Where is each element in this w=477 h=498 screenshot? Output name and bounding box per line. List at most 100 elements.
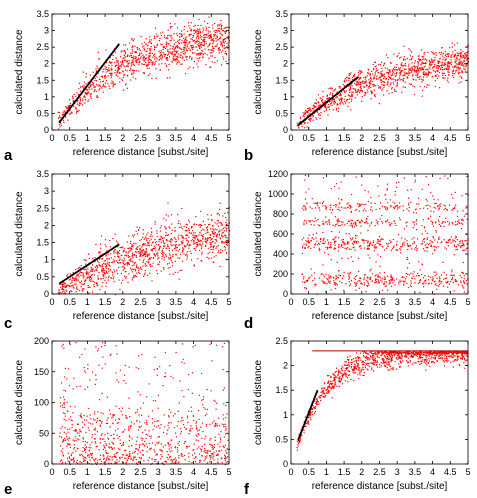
data-point (423, 58, 425, 60)
data-point (65, 286, 67, 288)
data-point (324, 100, 326, 102)
data-point (172, 273, 174, 275)
data-point (342, 246, 344, 249)
data-point (373, 84, 376, 86)
data-point (217, 220, 219, 222)
data-point (175, 238, 177, 241)
data-point (208, 450, 210, 452)
data-point (228, 207, 231, 209)
data-point (138, 70, 140, 72)
data-point (389, 223, 392, 225)
data-point (378, 103, 380, 105)
data-point (428, 275, 430, 277)
data-point (104, 68, 106, 70)
data-point (406, 256, 408, 258)
data-point (147, 237, 149, 239)
data-point (318, 207, 320, 209)
data-point (304, 127, 306, 129)
data-point (111, 61, 113, 63)
data-point (211, 39, 214, 41)
data-point (427, 183, 430, 186)
data-point (199, 249, 201, 252)
data-point (303, 220, 305, 222)
data-point (200, 53, 202, 56)
data-point (355, 224, 358, 227)
data-point (213, 444, 216, 446)
data-point (359, 81, 361, 83)
data-point (314, 106, 316, 109)
data-point (312, 107, 315, 109)
data-point (412, 75, 414, 77)
data-point (373, 67, 375, 69)
data-point (314, 285, 316, 287)
data-point (144, 250, 146, 253)
data-point (332, 276, 335, 278)
data-point (98, 272, 100, 274)
data-point (353, 88, 355, 90)
data-point (87, 285, 89, 287)
data-point (224, 226, 226, 228)
data-point (400, 56, 402, 58)
data-point (220, 439, 222, 441)
data-point (76, 288, 79, 290)
data-point (330, 247, 332, 249)
data-point (337, 110, 339, 113)
data-point (71, 285, 73, 287)
data-point (150, 46, 152, 48)
data-point (98, 262, 100, 264)
data-point (170, 260, 173, 262)
data-point (176, 52, 178, 54)
data-point (166, 36, 168, 39)
data-point (97, 51, 99, 53)
data-point (100, 278, 102, 280)
data-point (322, 177, 324, 179)
data-point (359, 245, 361, 247)
data-point (161, 63, 163, 65)
data-point (181, 39, 183, 41)
data-point (347, 243, 349, 245)
data-point (351, 94, 353, 96)
data-point (221, 24, 223, 26)
data-point (322, 99, 324, 101)
data-point (365, 210, 367, 212)
data-point (438, 66, 440, 68)
data-point (165, 228, 167, 230)
data-point (319, 97, 321, 99)
data-point (332, 90, 334, 92)
data-point (342, 221, 344, 223)
data-point (214, 436, 216, 438)
data-point (186, 239, 188, 241)
data-point (186, 30, 189, 32)
data-point (458, 245, 460, 247)
data-point (374, 94, 376, 96)
data-point (381, 238, 383, 240)
data-point (208, 257, 210, 260)
data-point (127, 261, 129, 264)
data-point (129, 427, 131, 429)
data-point (411, 51, 413, 53)
data-point (451, 72, 454, 74)
data-point (163, 217, 165, 220)
data-point (347, 257, 349, 259)
data-point (212, 228, 214, 230)
data-point (83, 87, 85, 89)
data-point (194, 52, 196, 54)
data-point (398, 68, 400, 70)
data-point (338, 231, 340, 233)
data-point (319, 225, 321, 227)
data-point (328, 281, 330, 283)
data-point (366, 89, 368, 91)
data-point (466, 247, 468, 249)
data-point (376, 78, 378, 80)
data-point (317, 205, 319, 207)
data-point (142, 253, 144, 256)
data-point (92, 280, 94, 283)
data-point (177, 420, 179, 423)
data-point (398, 283, 400, 285)
data-point (164, 444, 166, 446)
data-point (373, 245, 375, 247)
y-tick-label: 3.5 (36, 169, 49, 179)
data-point (130, 79, 132, 81)
data-point (139, 52, 141, 54)
data-point (100, 460, 103, 463)
